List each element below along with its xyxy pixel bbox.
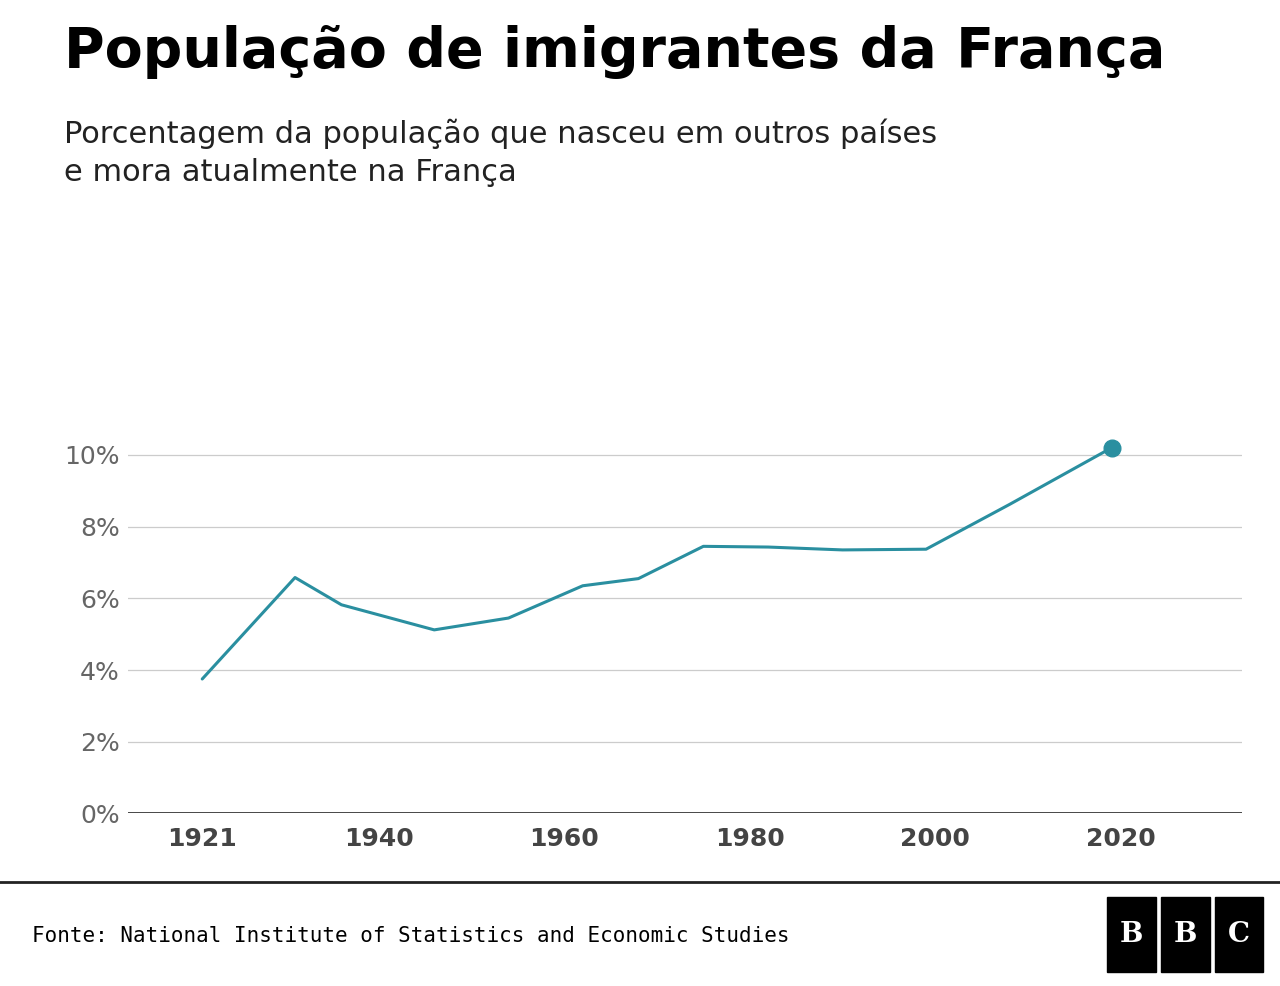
Text: e mora atualmente na França: e mora atualmente na França <box>64 158 517 186</box>
Text: Fonte: National Institute of Statistics and Economic Studies: Fonte: National Institute of Statistics … <box>32 926 790 947</box>
FancyBboxPatch shape <box>1161 897 1210 971</box>
Text: B: B <box>1120 921 1143 948</box>
Text: C: C <box>1228 921 1251 948</box>
Text: B: B <box>1174 921 1197 948</box>
Text: População de imigrantes da França: População de imigrantes da França <box>64 25 1165 79</box>
FancyBboxPatch shape <box>1107 897 1156 971</box>
FancyBboxPatch shape <box>1215 897 1263 971</box>
Text: Porcentagem da população que nasceu em outros países: Porcentagem da população que nasceu em o… <box>64 118 937 149</box>
